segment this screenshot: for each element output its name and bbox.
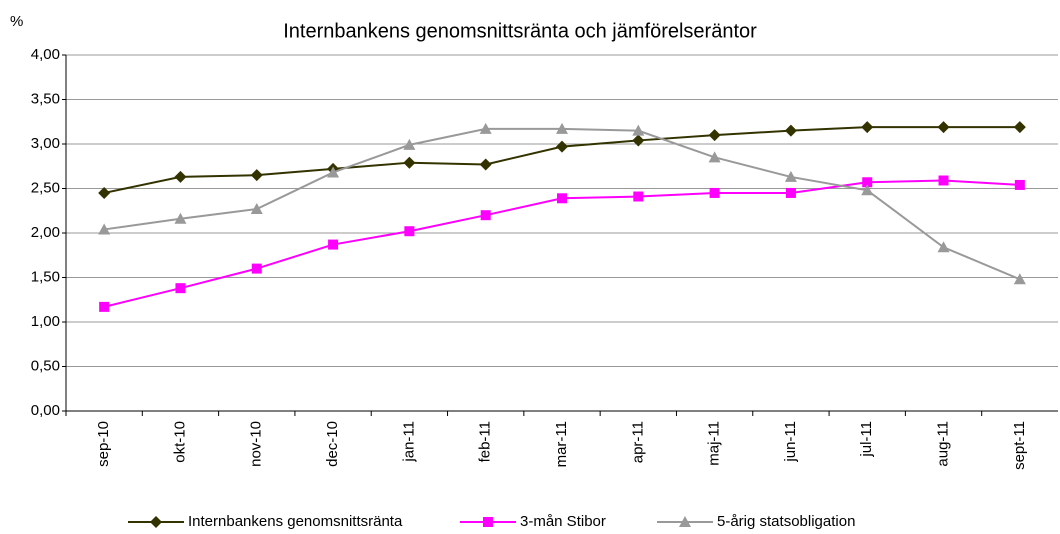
marker	[403, 138, 416, 150]
marker	[709, 187, 720, 198]
marker	[1014, 179, 1025, 190]
x-tick-label: okt-10	[171, 421, 188, 463]
marker	[556, 140, 568, 153]
marker	[632, 134, 645, 147]
marker	[708, 151, 721, 163]
marker	[251, 263, 262, 274]
marker	[633, 191, 644, 202]
marker	[937, 121, 950, 134]
chart-title: Internbankens genomsnittsränta och jämfö…	[283, 20, 757, 42]
y-tick-label: 1,50	[31, 268, 60, 285]
x-tick-label: dec-10	[324, 421, 341, 467]
marker	[174, 170, 187, 183]
marker	[327, 166, 340, 178]
marker	[861, 184, 874, 196]
marker	[1013, 121, 1026, 134]
marker	[479, 122, 492, 134]
y-unit: %	[10, 13, 23, 30]
x-tick-label: maj-11	[706, 421, 723, 466]
y-tick-label: 0,50	[31, 357, 60, 374]
marker	[557, 193, 567, 204]
y-tick-label: 2,50	[31, 179, 60, 196]
y-tick-label: 4,00	[31, 46, 60, 63]
marker	[98, 223, 111, 235]
y-tick-label: 2,00	[31, 224, 60, 241]
y-tick-label: 3,50	[31, 90, 60, 107]
x-tick-label: nov-10	[248, 421, 265, 467]
marker	[250, 202, 263, 214]
marker	[150, 516, 162, 528]
legend-label: 3-mån Stibor	[520, 513, 606, 530]
marker	[785, 187, 796, 198]
marker	[938, 175, 949, 186]
marker	[679, 516, 691, 527]
marker	[483, 517, 493, 527]
marker	[937, 241, 950, 253]
marker	[250, 169, 263, 182]
marker	[328, 239, 339, 250]
legend-label: 5-årig statsobligation	[717, 513, 855, 530]
marker	[784, 170, 797, 182]
marker	[784, 124, 797, 137]
x-tick-label: feb-11	[477, 421, 494, 462]
x-tick-label: jun-11	[782, 421, 799, 463]
marker	[708, 129, 721, 142]
series-line	[103, 126, 1020, 194]
x-tick-label: apr-11	[629, 421, 646, 463]
y-tick-label: 0,00	[31, 402, 60, 419]
marker	[174, 212, 187, 224]
marker	[175, 283, 186, 294]
x-tick-label: jan-11	[400, 421, 417, 463]
x-tick-label: mar-11	[553, 421, 570, 467]
marker	[98, 186, 111, 199]
marker	[1013, 273, 1026, 285]
marker	[99, 301, 110, 312]
marker	[404, 226, 415, 237]
x-tick-label: jul-11	[858, 421, 875, 458]
marker	[632, 124, 645, 136]
marker	[556, 122, 568, 134]
marker	[862, 177, 873, 188]
x-tick-label: sept-11	[1011, 421, 1028, 470]
marker	[403, 156, 416, 169]
marker	[480, 210, 491, 221]
y-tick-label: 1,00	[31, 313, 60, 330]
x-tick-label: sep-10	[95, 421, 112, 467]
marker	[479, 158, 492, 171]
x-tick-label: aug-11	[935, 421, 952, 467]
legend-label: Internbankens genomsnittsränta	[188, 513, 403, 530]
marker	[861, 121, 874, 134]
y-tick-label: 3,00	[31, 135, 60, 152]
